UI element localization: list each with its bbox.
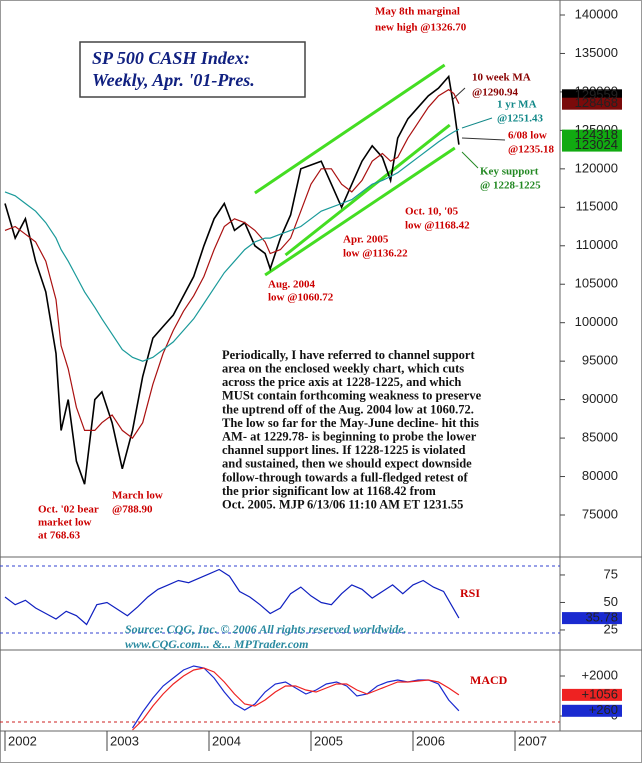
title-box [79, 41, 306, 98]
annotation: Aug. 2004 [268, 279, 316, 291]
y-tick-label: 105000 [575, 276, 618, 291]
annotation: Oct. 10, '05 [405, 206, 459, 218]
y-tick-label: 100000 [575, 314, 618, 329]
annotation: @788.90 [112, 504, 153, 516]
chart-subtitle: Weekly, Apr. '01-Pres. [92, 70, 255, 90]
commentary-line: AM- at 1229.78- is beginning to probe th… [222, 429, 477, 443]
price-flag [562, 688, 622, 701]
y-tick-label: 135000 [575, 45, 618, 60]
series-line [4, 568, 460, 626]
annotation: @1290.94 [472, 87, 518, 99]
annotation: 1 yr MA [497, 99, 537, 111]
y-tick-label: 50 [604, 594, 618, 609]
y-tick-label: 110000 [576, 237, 618, 252]
annotations: May 8th marginal new high @1326.70 10 we… [38, 6, 554, 542]
y-tick-label: 90000 [582, 391, 618, 406]
price-flag [562, 129, 622, 142]
price-flag [562, 139, 622, 152]
price-flag-label: 128468 [575, 95, 618, 110]
annotation: low @1136.22 [343, 248, 408, 260]
price-flag-label: 35.78 [585, 610, 618, 625]
series-line [132, 667, 460, 731]
annotation: May 8th marginal [375, 6, 460, 18]
y-tick-label: 80000 [582, 468, 618, 483]
y-tick-label: 95000 [582, 353, 618, 368]
price-flag [562, 97, 622, 110]
commentary-line: channel support lines. If 1228-1225 is v… [222, 443, 465, 457]
x-tick-label: 2002 [8, 733, 37, 748]
annotation: March low [112, 490, 163, 502]
x-tick-label: 2003 [110, 733, 139, 748]
channel-line [284, 123, 451, 257]
commentary-line: The low so far for the May-June decline-… [222, 416, 479, 430]
arrow [461, 117, 493, 129]
annotation: @ 1228-1225 [480, 180, 541, 192]
channel-line [264, 146, 456, 277]
commentary-line: the uptrend off of the Aug. 2004 low at … [222, 402, 474, 416]
channel-line [254, 63, 446, 195]
x-tick-label: 2005 [314, 733, 343, 748]
commentary-line: MUSt contain forthcoming weakness to pre… [222, 389, 482, 403]
series-line [4, 88, 460, 439]
annotation: @1235.18 [508, 144, 554, 156]
source-line: www.CQG.com... &... MPTrader.com [125, 637, 308, 651]
commentary-line: Periodically, I have referred to channel… [222, 348, 475, 362]
y-tick-label: 140000 [575, 6, 618, 21]
series-line [4, 74, 460, 485]
annotation: market low [38, 517, 92, 529]
annotation: Oct. '02 bear [38, 504, 99, 516]
arrows [451, 87, 506, 169]
arrow [461, 151, 479, 169]
annotation: 6/08 low [508, 130, 547, 142]
commentary-line: the prior significant low at 1168.42 fro… [222, 484, 436, 498]
annotation: new high @1326.70 [375, 22, 467, 34]
y-tick-label: 25 [604, 621, 618, 636]
annotation: low @1060.72 [268, 292, 334, 304]
price-flag-label: 123024 [575, 137, 618, 152]
commentary-line: Oct. 2005. MJP 6/13/06 11:10 AM ET 1231.… [222, 497, 463, 511]
commentary-line: across the price axis at 1228-1225, and … [222, 375, 461, 389]
annotation: @1251.43 [497, 113, 543, 125]
commentary-line: follow-through towards a full-fledged re… [222, 470, 469, 484]
series-line [131, 665, 460, 729]
panel-label: MACD [470, 673, 508, 687]
y-tick-label: 85000 [582, 430, 618, 445]
y-tick-label: 115000 [576, 199, 618, 214]
price-flag-label: +260 [589, 702, 618, 717]
arrow [461, 137, 506, 141]
arrow [451, 87, 466, 101]
x-tick-label: 2007 [518, 733, 547, 748]
y-tick-label: +2000 [581, 667, 618, 682]
chart-title: SP 500 CASH Index: [92, 48, 250, 68]
price-flag-label: 124318 [575, 127, 618, 142]
annotation: Key support [480, 166, 539, 178]
annotation: low @1168.42 [405, 220, 470, 232]
series-line [4, 128, 460, 362]
y-tick-label: 120000 [575, 160, 618, 175]
annotation: Apr. 2005 [343, 234, 389, 246]
annotation: at 768.63 [38, 530, 81, 542]
price-flag-label: +1056 [581, 686, 618, 701]
x-tick-label: 2004 [212, 733, 241, 748]
commentary-line: area on the enclosed weekly chart, which… [222, 361, 464, 375]
commentary-line: and sustained, then we should expect dow… [222, 457, 472, 471]
price-flag [562, 612, 622, 625]
annotation: 10 week MA [472, 72, 531, 84]
source-line: Source: CQG, Inc. © 2006 All rights rese… [125, 622, 407, 636]
x-tick-label: 2006 [416, 733, 445, 748]
y-tick-label: 75000 [582, 506, 618, 521]
y-tick-label: 75 [604, 566, 618, 581]
panel-label: RSI [460, 586, 480, 600]
price-flag [562, 704, 622, 717]
